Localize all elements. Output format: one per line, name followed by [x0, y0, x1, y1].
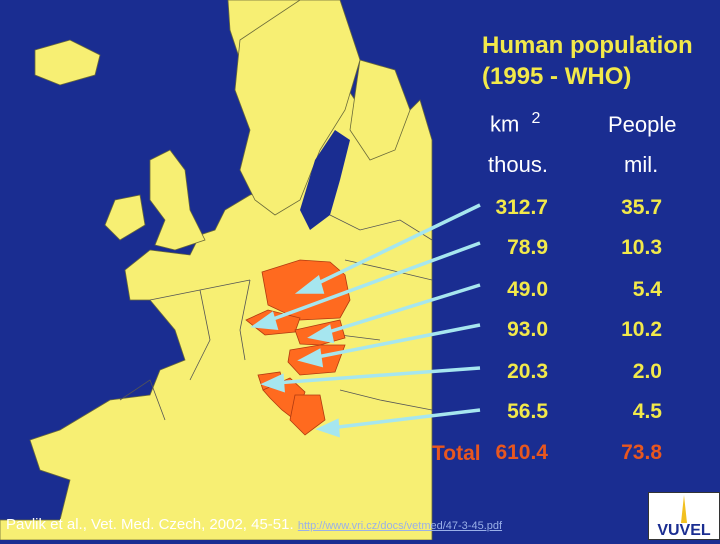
total-area: 610.4 [495, 441, 548, 464]
europe-land [0, 0, 433, 540]
arrow-6 [329, 408, 481, 430]
col-area-unit: thous. [488, 152, 548, 177]
logo-text: VUVEL [657, 522, 711, 539]
row-5-area: 20.3 [507, 360, 548, 383]
logo-graphic: VUVEL [657, 495, 711, 539]
row-3-people: 5.4 [632, 278, 662, 301]
arrow-5 [274, 366, 481, 385]
arrowhead-5 [260, 373, 285, 393]
country-borders [119, 214, 433, 421]
arrow-4 [311, 323, 481, 360]
arrowhead-2 [250, 311, 279, 330]
row-2-people: 10.3 [621, 236, 662, 259]
title-line1: Human population [482, 32, 693, 59]
citation-text: Pavlik et al., Vet. Med. Czech, 2002, 45… [6, 516, 294, 533]
arrows [250, 203, 481, 438]
arrowhead-4 [297, 348, 324, 368]
logo-flame-icon [681, 495, 687, 523]
title: Human population (1995 - WHO) [482, 30, 693, 92]
region-bosnia [289, 394, 326, 436]
arrow-3 [321, 283, 481, 336]
arrowhead-1 [294, 275, 325, 294]
title-line2: (1995 - WHO) [482, 63, 632, 90]
baltic-sea [300, 130, 350, 230]
col-people-unit: mil. [624, 152, 659, 177]
vuvel-logo: VUVEL [648, 492, 720, 540]
col-area-sup: 2 [531, 110, 541, 127]
row-1-people: 35.7 [621, 196, 662, 219]
citation: Pavlik et al., Vet. Med. Czech, 2002, 45… [6, 516, 502, 533]
arrow-2 [264, 241, 481, 324]
row-4-area: 93.0 [507, 318, 548, 341]
col-people-header: People [608, 112, 677, 137]
col-area-label: km [490, 111, 520, 137]
row-5-people: 2.0 [632, 360, 662, 383]
arrowhead-6 [315, 418, 340, 438]
total-label: Total [432, 442, 481, 465]
row-2-area: 78.9 [507, 236, 548, 259]
citation-link[interactable]: http://www.vri.cz/docs/vetmed/47-3-45.pd… [297, 520, 503, 532]
row-6-area: 56.5 [507, 400, 548, 423]
row-4-people: 10.2 [621, 318, 662, 341]
row-3-area: 49.0 [507, 278, 548, 301]
col-area-header: km 2 [490, 110, 540, 137]
row-6-people: 4.5 [632, 400, 662, 423]
row-1-area: 312.7 [495, 196, 548, 219]
arrow-1 [309, 203, 481, 289]
arrowhead-3 [307, 324, 335, 344]
total-people: 73.8 [621, 441, 662, 464]
